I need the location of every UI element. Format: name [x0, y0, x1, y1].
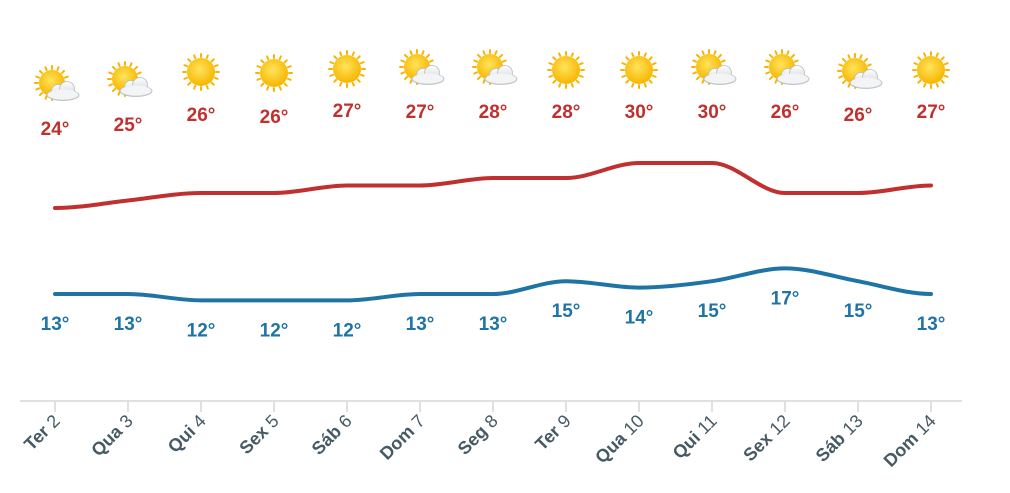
partly-cloudy-icon	[837, 53, 883, 89]
max-temp-label: 25°	[114, 115, 143, 136]
max-temperature-line	[53, 160, 933, 210]
sun-icon	[328, 50, 366, 88]
min-temp-label: 13°	[479, 314, 508, 335]
x-tick-label: Dom 14	[880, 411, 940, 471]
x-tick-label: Qua 10	[591, 411, 648, 468]
max-temp-label: 28°	[552, 102, 581, 123]
sun-icon	[912, 51, 950, 89]
max-temp-label: 26°	[187, 105, 216, 126]
x-tick-label: Dom 7	[376, 411, 429, 464]
x-tick-label: Sex 12	[739, 411, 793, 465]
x-tick-label: Seg 8	[454, 411, 502, 459]
min-temp-label: 15°	[698, 301, 727, 322]
x-tick-label: Qui 11	[669, 411, 721, 463]
partly-cloudy-icon	[472, 49, 518, 85]
max-temp-label: 27°	[917, 102, 946, 123]
x-tick-label: Qua 3	[87, 411, 137, 461]
max-temp-label: 24°	[41, 119, 70, 140]
partly-cloudy-icon	[399, 49, 445, 85]
max-temp-label: 30°	[625, 102, 654, 123]
max-temp-label: 30°	[698, 102, 727, 123]
x-tick-label: Sáb 13	[812, 411, 867, 466]
x-tick-label: Qui 4	[164, 411, 210, 457]
max-temp-label: 26°	[771, 102, 800, 123]
min-temp-label: 12°	[260, 320, 289, 341]
partly-cloudy-icon	[764, 49, 810, 85]
x-tick-label: Sex 5	[235, 411, 282, 458]
partly-cloudy-icon	[107, 61, 153, 97]
min-temp-label: 14°	[625, 308, 654, 329]
partly-cloudy-icon	[691, 49, 737, 85]
sun-icon	[182, 53, 220, 91]
sun-icon	[547, 51, 585, 89]
x-tick-label: Ter 9	[531, 411, 575, 455]
max-temp-label: 26°	[844, 105, 873, 126]
min-temp-label: 12°	[187, 320, 216, 341]
x-tick-label: Ter 2	[20, 411, 64, 455]
max-temp-label: 27°	[333, 101, 362, 122]
max-temp-label: 27°	[406, 102, 435, 123]
sun-icon	[255, 54, 293, 92]
max-temperature-labels: 24° 25° 26° 26° 27° 27° 28° 28° 30° 30° 26° 26° 27°	[41, 101, 946, 140]
x-tick-label: Sáb 6	[308, 411, 356, 459]
partly-cloudy-icon	[34, 65, 80, 101]
min-temp-label: 12°	[333, 320, 362, 341]
min-temp-label: 13°	[41, 314, 70, 335]
weather-icons	[34, 49, 950, 101]
min-temperature-line	[53, 266, 933, 303]
sun-icon	[620, 51, 658, 89]
min-temp-label: 15°	[844, 301, 873, 322]
max-temp-label: 28°	[479, 102, 508, 123]
max-temp-label: 26°	[260, 107, 289, 128]
min-temp-label: 17°	[771, 288, 800, 309]
temperature-lines	[53, 160, 933, 303]
min-temperature-labels: 13° 13° 12° 12° 12° 13° 13° 15° 14° 15° 17° 15° 13°	[41, 288, 946, 341]
min-temp-label: 13°	[917, 314, 946, 335]
min-temp-label: 13°	[406, 314, 435, 335]
min-temp-label: 13°	[114, 314, 143, 335]
x-axis: Ter 2 Qua 3 Qui 4 Sex 5 Sáb 6 Dom 7 Seg 8 Ter 9…	[20, 400, 962, 471]
min-temp-label: 15°	[552, 301, 581, 322]
